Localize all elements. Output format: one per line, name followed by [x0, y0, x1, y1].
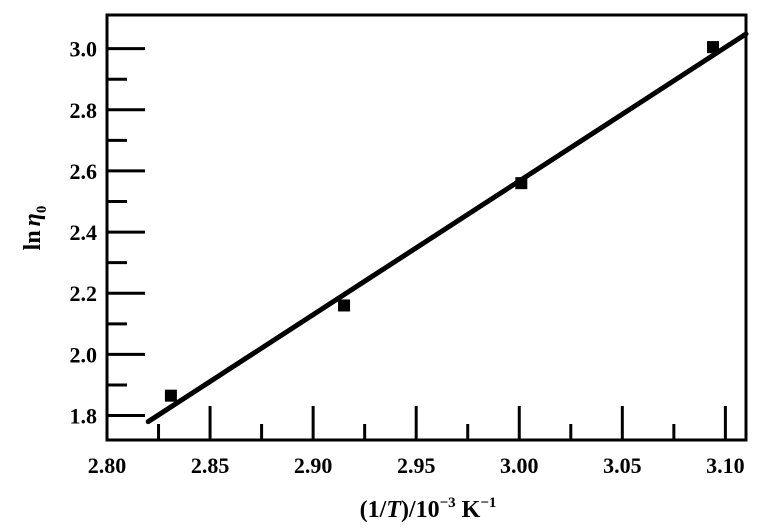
x-tick-label: 2.95	[397, 453, 436, 478]
data-point	[338, 299, 351, 312]
y-tick-label: 2.4	[70, 220, 98, 245]
y-tick-label: 2.2	[70, 281, 98, 306]
x-tick-label: 2.85	[191, 453, 230, 478]
y-axis-ticks: 1.8 2.0 2.2 2.4 2.6 2.8 3.0	[70, 37, 145, 429]
x-axis-label: (1/T)/10−3 K−1	[360, 495, 497, 523]
plot-frame	[105, 13, 748, 442]
y-tick-label: 1.8	[70, 404, 98, 429]
y-tick-label: 2.6	[70, 159, 98, 184]
data-points	[164, 41, 720, 402]
data-point	[515, 177, 528, 190]
y-tick-label: 2.8	[70, 98, 98, 123]
y-tick-label: 2.0	[70, 342, 98, 367]
y-axis-label: lnη0	[20, 206, 50, 251]
x-tick-label: 3.10	[706, 453, 745, 478]
x-tick-label: 2.80	[88, 453, 127, 478]
y-tick-label: 3.0	[70, 37, 98, 62]
x-tick-label: 3.00	[500, 453, 539, 478]
fit-line-layer	[145, 31, 749, 425]
x-tick-label: 3.05	[603, 453, 642, 478]
fit-line	[145, 31, 749, 425]
x-axis-ticks: 2.80 2.85 2.90 2.95 3.00 3.05 3.10	[88, 406, 745, 478]
data-point	[707, 41, 720, 54]
x-tick-label: 2.90	[294, 453, 333, 478]
data-point	[164, 389, 177, 402]
